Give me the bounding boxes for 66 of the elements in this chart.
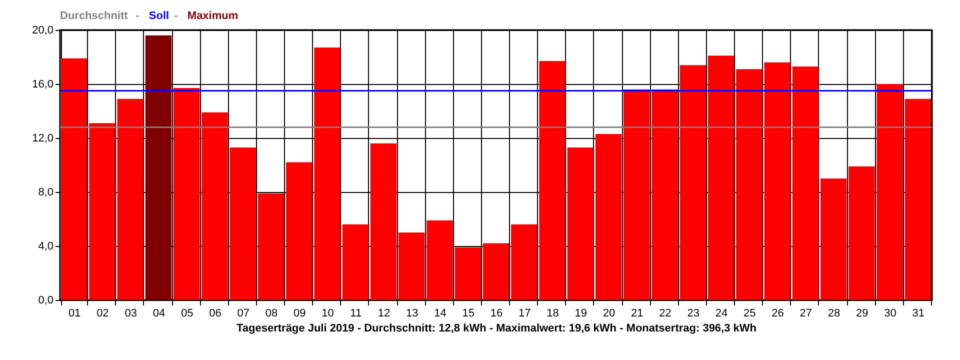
x-tick-label: 26	[772, 308, 784, 320]
y-tick-label: 16,0	[32, 78, 54, 90]
bar	[680, 65, 706, 300]
bar	[708, 56, 734, 300]
x-tick-label: 15	[462, 308, 474, 320]
x-axis-title: Tageserträge Juli 2019 - Durchschnitt: 12,8 kWh - Maximalwert: 19,6 kWh - Monatsertrag: 396,3 kWh	[236, 322, 757, 334]
bar	[426, 220, 453, 300]
x-tick-label: 07	[237, 308, 250, 320]
y-tick-label: 20,0	[32, 24, 54, 36]
x-tick-label: 04	[152, 308, 166, 320]
chart-title: Durchschnitt - Soll - Maximum	[60, 10, 238, 22]
bar	[286, 162, 312, 300]
bar	[624, 89, 650, 300]
x-tick-label: 20	[602, 308, 616, 320]
x-tick-label: 09	[293, 308, 306, 320]
bar	[342, 224, 368, 300]
bar	[764, 62, 790, 300]
y-tick-label: 8,0	[38, 186, 54, 198]
x-tick-label: 31	[912, 308, 925, 320]
x-tick-label: 17	[518, 308, 531, 320]
x-tick-label: 11	[350, 308, 362, 320]
x-tick-label: 27	[800, 308, 812, 320]
y-tick-label: 0,0	[38, 294, 54, 306]
bar	[511, 224, 538, 300]
y-tick-label: 4,0	[38, 240, 54, 252]
bar	[820, 178, 847, 300]
bar	[370, 143, 397, 300]
bar	[314, 48, 340, 300]
x-tick-label: 18	[546, 308, 559, 320]
bar	[174, 88, 200, 300]
x-tick-label: 06	[209, 308, 222, 320]
bar	[652, 89, 678, 300]
x-tick-label: 14	[434, 308, 446, 320]
bar	[736, 69, 762, 300]
y-tick-label: 12,0	[32, 132, 54, 144]
bar	[398, 232, 425, 300]
bar	[792, 66, 818, 300]
x-tick-label: 03	[124, 308, 137, 320]
x-tick-label: 01	[68, 308, 81, 320]
x-tick-label: 22	[659, 308, 672, 320]
x-tick-label: 16	[490, 308, 503, 320]
bar	[539, 61, 566, 300]
bar	[904, 98, 932, 300]
x-tick-label: 12	[378, 308, 390, 320]
x-tick-label: 08	[265, 308, 278, 320]
bar	[230, 147, 256, 300]
bar	[60, 58, 88, 300]
bar	[145, 35, 172, 300]
x-tick-label: 05	[180, 308, 194, 320]
x-tick-label: 02	[96, 308, 109, 320]
bar	[482, 243, 510, 300]
x-tick-label: 29	[856, 308, 868, 320]
x-tick-label: 25	[744, 308, 756, 320]
x-tick-label: 19	[574, 308, 588, 320]
x-tick-label: 13	[406, 308, 418, 320]
x-tick-label: 30	[884, 308, 896, 320]
bar	[202, 112, 228, 300]
x-tick-label: 24	[715, 308, 728, 320]
x-tick-label: 28	[828, 308, 840, 320]
bar	[567, 147, 594, 300]
x-tick-label: 23	[687, 308, 700, 320]
bar	[454, 247, 481, 300]
x-tick-label: 10	[322, 308, 334, 320]
bar	[595, 134, 622, 300]
bar	[258, 193, 284, 300]
x-tick-label: 21	[631, 308, 644, 320]
